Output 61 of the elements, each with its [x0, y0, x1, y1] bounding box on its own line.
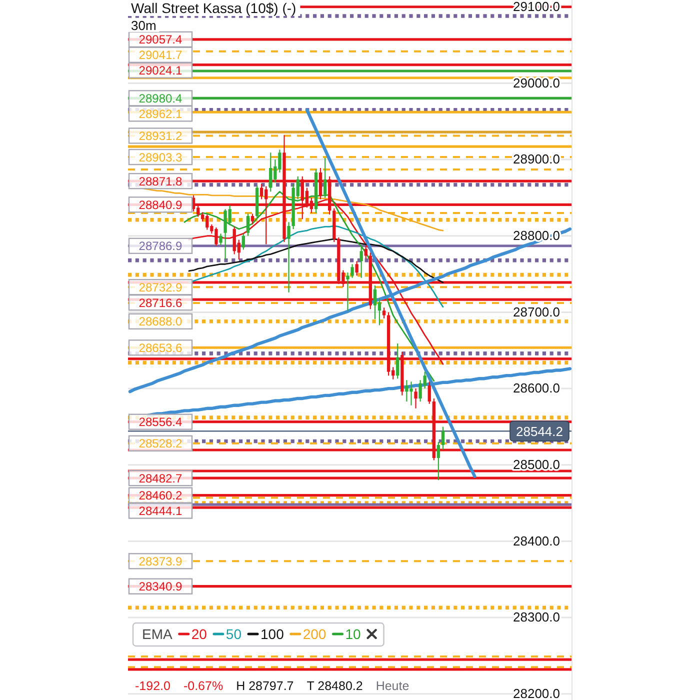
ref-line-label: 28931.2 — [138, 129, 183, 144]
y-tick-label: 28200.0 — [513, 686, 560, 700]
chart-title: Wall Street Kassa (10$) (-) — [131, 0, 296, 16]
ref-line-label: 28716.6 — [138, 296, 183, 310]
ref-line-label: 29041.7 — [138, 48, 183, 62]
candlestick — [350, 264, 354, 278]
y-tick-label: 28700.0 — [513, 304, 560, 320]
ref-line-label: 28340.9 — [138, 580, 183, 594]
ref-line-label: 29057.4 — [138, 32, 183, 47]
ref-line-label: 28688.0 — [138, 314, 183, 329]
ref-line-label: 28980.4 — [138, 91, 183, 106]
candlestick — [364, 246, 368, 259]
ref-line-label: 28544.2 — [516, 424, 563, 439]
ref-line-label: 28871.8 — [138, 174, 183, 188]
legend-label: 200 — [302, 626, 326, 642]
candlestick — [360, 247, 363, 278]
candlestick — [287, 222, 290, 292]
y-tick-label: 29000.0 — [513, 75, 560, 90]
ref-line-label: 28482.7 — [138, 471, 183, 486]
legend-label: 20 — [191, 626, 208, 642]
ref-line-label: 28373.9 — [138, 554, 183, 568]
candlestick — [355, 261, 358, 276]
legend-label: 10 — [345, 626, 362, 642]
candlestick — [219, 234, 222, 246]
candlestick — [346, 272, 350, 311]
candlestick — [250, 214, 254, 224]
ref-line-label: 28903.3 — [138, 150, 183, 164]
ref-line-label: 28460.2 — [138, 488, 183, 503]
annotation: T 28480.2 — [306, 679, 363, 693]
candlestick — [436, 442, 440, 480]
legend-label: 50 — [226, 626, 242, 642]
ref-line-label: 28732.9 — [138, 280, 183, 294]
ref-line-label: 28786.9 — [138, 239, 183, 254]
y-tick-label: 28900.0 — [513, 152, 560, 167]
candlestick — [428, 382, 431, 404]
text: 30m — [131, 18, 156, 33]
line-series — [188, 238, 444, 284]
annotation: -192.0 — [135, 679, 170, 693]
y-tick-label: 28300.0 — [513, 610, 560, 625]
legend-title: EMA — [142, 626, 173, 642]
ref-line-label: 28528.2 — [138, 436, 183, 451]
ref-line-label: 28962.1 — [138, 106, 183, 121]
annotation: Heute — [376, 679, 410, 693]
annotation: H 28797.7 — [236, 679, 294, 693]
candlestick — [332, 208, 336, 242]
candlestick — [414, 388, 418, 408]
ref-line-label: 28444.1 — [138, 504, 183, 518]
y-tick-label: 28500.0 — [513, 457, 560, 472]
candlestick — [382, 308, 386, 318]
ref-line-label: 28653.6 — [138, 340, 183, 355]
annotation: -0.67% — [183, 679, 224, 693]
candlestick — [441, 426, 445, 450]
candlestick — [396, 344, 400, 379]
ref-line-label: 29024.1 — [138, 64, 183, 78]
candlestick — [246, 214, 250, 236]
ref-line-label: 28840.9 — [138, 198, 183, 212]
ref-line-label: 28556.4 — [138, 415, 183, 430]
y-tick-label: 28600.0 — [513, 380, 560, 396]
candlestick — [242, 234, 246, 250]
y-tick-label: 28400.0 — [513, 533, 560, 548]
legend-label: 100 — [260, 626, 284, 642]
